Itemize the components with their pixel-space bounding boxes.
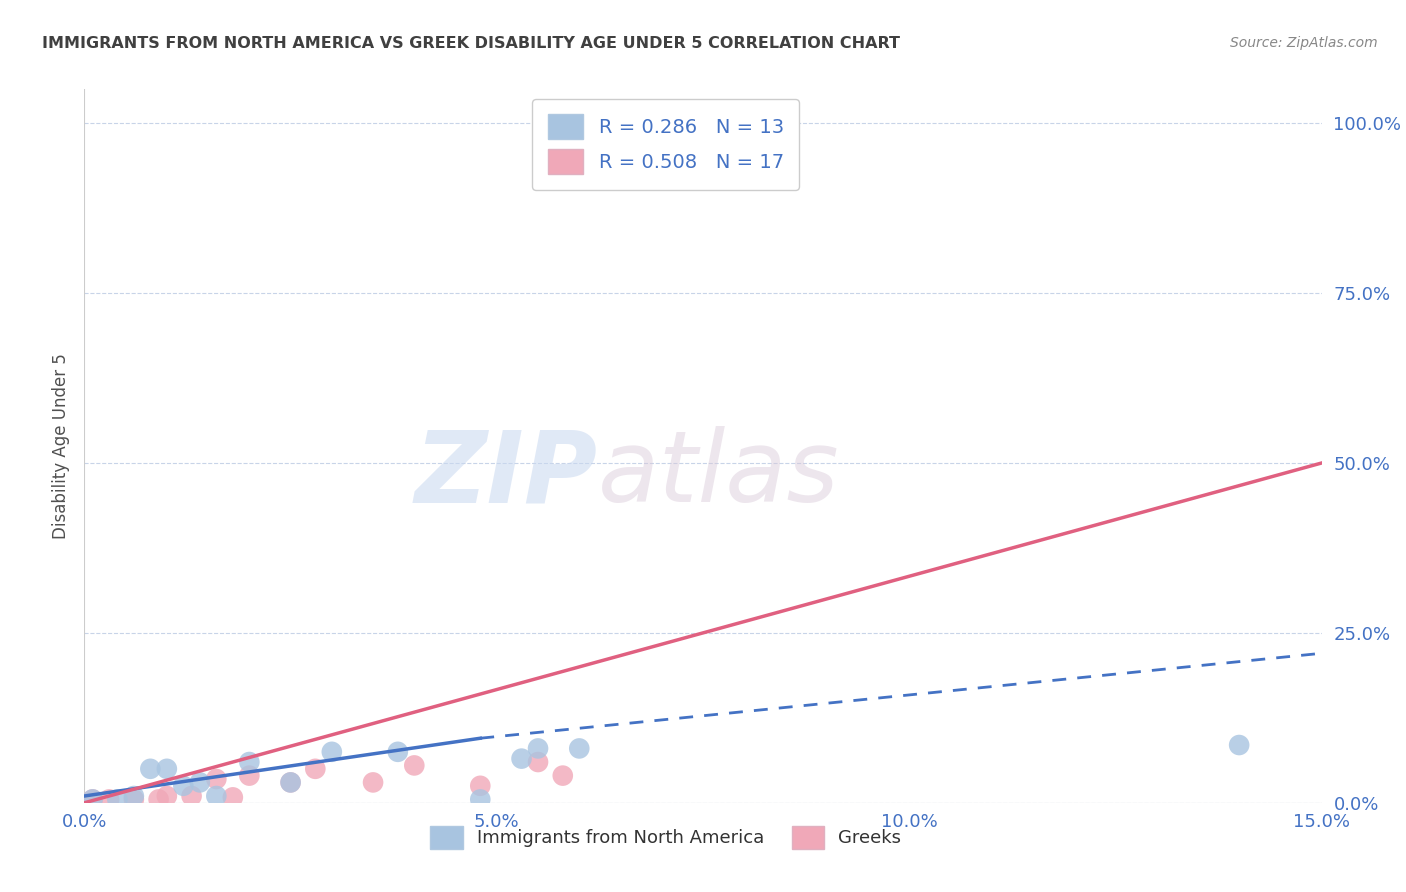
Point [387,745,409,759]
Point [304,762,326,776]
Point [222,790,245,805]
Point [148,792,170,806]
Point [551,769,574,783]
Point [180,789,202,803]
Text: atlas: atlas [598,426,839,523]
Point [122,792,145,806]
Point [470,779,492,793]
Point [139,762,162,776]
Point [527,741,550,756]
Point [205,789,228,803]
Point [82,792,104,806]
Point [280,775,302,789]
Point [205,772,228,786]
Point [1227,738,1250,752]
Point [172,779,194,793]
Point [82,792,104,806]
Point [404,758,426,772]
Point [280,775,302,789]
Point [238,755,260,769]
Point [156,789,179,803]
Text: ZIP: ZIP [415,426,598,523]
Point [156,762,179,776]
Point [105,792,128,806]
Text: IMMIGRANTS FROM NORTH AMERICA VS GREEK DISABILITY AGE UNDER 5 CORRELATION CHART: IMMIGRANTS FROM NORTH AMERICA VS GREEK D… [42,36,900,51]
Point [188,775,211,789]
Point [568,741,591,756]
Point [510,751,533,765]
Point [527,755,550,769]
Point [238,769,260,783]
Point [122,789,145,803]
Point [321,745,343,759]
Point [470,792,492,806]
Point [361,775,384,789]
Point [98,792,121,806]
Text: Source: ZipAtlas.com: Source: ZipAtlas.com [1230,36,1378,50]
Legend: Immigrants from North America, Greeks: Immigrants from North America, Greeks [422,817,911,858]
Point [568,116,591,130]
Y-axis label: Disability Age Under 5: Disability Age Under 5 [52,353,70,539]
